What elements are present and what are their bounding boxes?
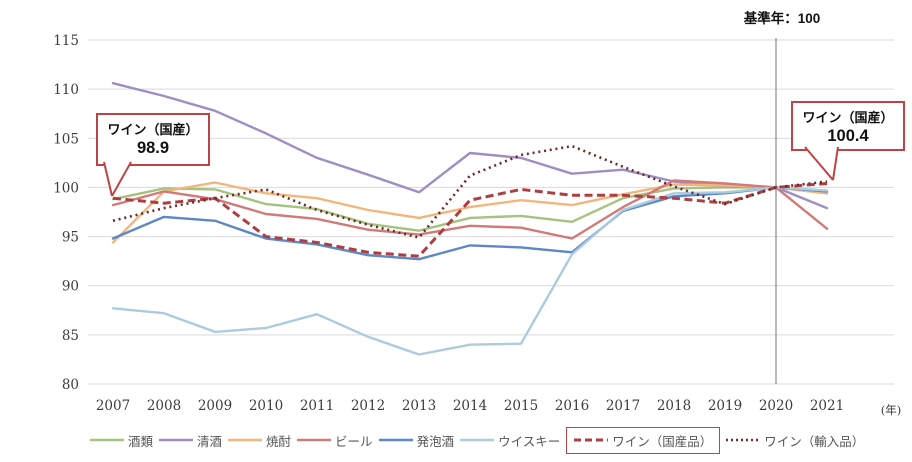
legend-swatch-icon xyxy=(297,438,332,442)
legend-swatch-icon xyxy=(574,438,609,442)
series-line-ワイン（輸入品） xyxy=(112,144,828,239)
callout-wine-domestic-2021: ワイン（国産） 100.4 xyxy=(791,101,905,151)
legend-label: 発泡酒 xyxy=(416,434,455,449)
line-chart-canvas: 80 85 90 95 100 105 110 115 2007 2008 2009 2010 2011… xyxy=(53,33,901,417)
x-tick-label: 2007 xyxy=(96,398,130,414)
legend-item-酒類: 酒類 xyxy=(90,431,153,450)
x-tick-label: 2016 xyxy=(555,398,589,414)
x-tick-label: 2021 xyxy=(810,398,844,414)
legend-label: 酒類 xyxy=(128,434,154,449)
y-tick-label: 80 xyxy=(62,377,79,393)
legend-item-清酒: 清酒 xyxy=(159,431,222,450)
legend-label: ウイスキー xyxy=(498,434,561,449)
callout-start-label: ワイン（国産） xyxy=(107,122,199,137)
x-tick-label: 2020 xyxy=(759,398,793,414)
legend-label: ビール xyxy=(335,434,373,449)
chart-legend: 酒類 清酒 焼酎 ビール 発泡酒 ウイスキー ワイン（国産品） ワイン（輸入品） xyxy=(0,426,912,454)
legend-swatch-icon xyxy=(159,438,194,442)
x-tick-label: 2017 xyxy=(606,398,640,414)
legend-label: ワイン（輸入品） xyxy=(764,434,865,449)
callout-start-pointer-icon xyxy=(103,161,132,197)
x-tick-label: 2018 xyxy=(657,398,691,414)
callout-start-value: 98.9 xyxy=(136,139,170,157)
legend-swatch-icon xyxy=(90,438,124,442)
legend-item-ワイン（輸入品）: ワイン（輸入品） xyxy=(726,431,864,450)
legend-swatch-icon xyxy=(460,438,495,442)
series-line-発泡酒 xyxy=(111,186,829,261)
legend-swatch-icon xyxy=(726,438,761,442)
y-tick-label: 85 xyxy=(62,328,79,344)
series-line-ビール xyxy=(111,179,829,240)
callout-end-label: ワイン（国産） xyxy=(802,110,894,125)
y-tick-label: 110 xyxy=(53,82,79,98)
x-tick-label: 2011 xyxy=(300,398,334,414)
x-tick-label: 2010 xyxy=(249,398,283,414)
legend-item-ビール: ビール xyxy=(297,431,373,450)
y-tick-label: 100 xyxy=(53,180,79,196)
legend-label: 清酒 xyxy=(197,434,223,449)
x-tick-label: 2015 xyxy=(504,398,538,414)
x-tick-label: 2008 xyxy=(147,398,181,414)
x-tick-label: 2012 xyxy=(351,398,385,414)
legend-item-ウイスキー: ウイスキー xyxy=(460,431,560,450)
legend-label: 焼酎 xyxy=(266,434,292,449)
callout-wine-domestic-2007: ワイン（国産） 98.9 xyxy=(96,113,210,166)
x-axis-unit-label: (年) xyxy=(881,403,901,417)
x-tick-label: 2014 xyxy=(453,398,487,414)
legend-item-発泡酒: 発泡酒 xyxy=(378,431,455,450)
x-tick-label: 2019 xyxy=(708,398,742,414)
y-tick-label: 115 xyxy=(53,33,79,49)
callout-end-pointer-icon xyxy=(804,146,839,181)
callout-end-value: 100.4 xyxy=(827,127,869,145)
legend-swatch-icon xyxy=(228,438,263,442)
legend-item-ワイン（国産品）: ワイン（国産品） xyxy=(566,426,721,454)
x-tick-label: 2009 xyxy=(198,398,232,414)
series-line-焼酎 xyxy=(111,181,829,244)
legend-label: ワイン（国産品） xyxy=(612,434,713,449)
y-tick-label: 105 xyxy=(53,131,79,147)
base-year-note: 基準年：100 xyxy=(743,11,821,26)
legend-item-焼酎: 焼酎 xyxy=(228,431,291,450)
series-line-ウイスキー xyxy=(111,186,829,356)
x-tick-label: 2013 xyxy=(402,398,436,414)
y-tick-label: 95 xyxy=(62,230,79,246)
legend-swatch-icon xyxy=(378,438,413,442)
y-tick-label: 90 xyxy=(62,279,79,295)
series-line-清酒 xyxy=(111,82,829,210)
